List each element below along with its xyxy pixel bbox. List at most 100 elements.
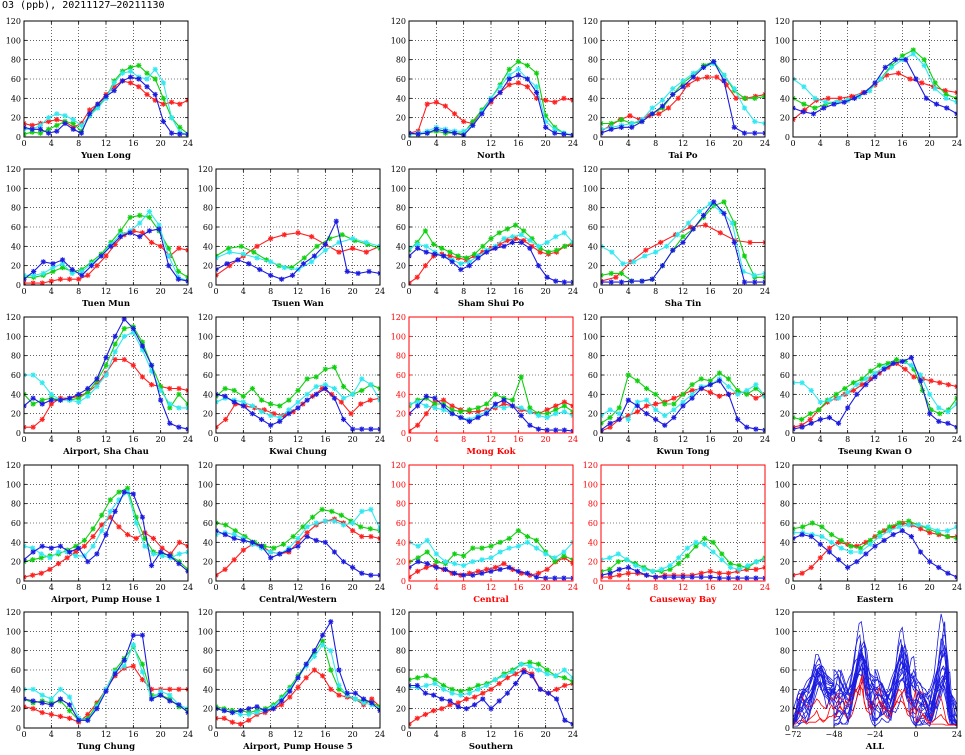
data-point [601,557,604,563]
data-point [634,409,641,415]
data-point [609,249,615,255]
data-point [148,696,155,702]
data-point [545,249,551,255]
data-point [461,562,467,569]
series-4 [24,317,188,432]
data-point [741,105,748,111]
data-point [561,403,567,409]
data-point [501,236,507,242]
data-point [340,395,347,401]
data-point [793,414,796,421]
data-point [85,385,91,392]
series-line [24,665,188,723]
data-point [277,418,283,424]
data-point [224,261,230,267]
series-4 [793,355,957,432]
data-point [643,247,649,253]
data-point [222,393,228,399]
y-tick-label: 20 [396,705,406,714]
y-tick-label: 120 [198,313,213,322]
data-point [461,572,467,578]
data-point [689,387,695,394]
x-tick-label: 8 [461,730,466,739]
data-point [249,539,256,545]
data-point [344,268,350,275]
y-tick-label: 0 [401,133,406,142]
x-tick-label: 4 [434,583,439,592]
y-tick-label: 80 [11,204,21,213]
data-point [350,236,356,242]
x-tick-label: 20 [348,730,358,739]
data-point [812,105,818,111]
data-point [409,130,412,136]
data-point [518,374,524,380]
data-point [518,413,524,419]
data-point [359,376,365,382]
data-point [359,533,365,540]
y-tick-label: 40 [396,685,406,694]
data-point [921,62,927,69]
data-point [872,80,878,86]
data-point [671,574,677,580]
data-point [762,270,765,276]
data-point [90,526,96,532]
data-point [944,533,950,540]
y-tick-label: 20 [588,410,598,419]
data-point [936,564,942,571]
data-point [801,101,807,107]
data-point [544,274,550,280]
data-point [54,128,60,134]
data-point [954,89,957,96]
data-point [216,399,219,405]
y-tick-label: 60 [780,519,790,528]
data-point [232,528,238,534]
data-point [54,111,60,117]
data-point [350,528,356,534]
data-point [185,278,188,284]
panel-title: Southern [469,742,513,752]
data-point [185,387,188,394]
y-tick-label: 0 [16,133,21,142]
data-point [322,539,328,545]
data-point [440,253,447,259]
data-point [415,245,421,251]
series-3 [601,201,765,278]
data-point [169,115,175,121]
data-point [506,76,512,82]
data-point [231,557,237,563]
data-point [54,122,60,128]
data-point [608,279,614,285]
y-tick-label: 40 [780,538,790,547]
data-point [339,232,345,238]
data-point [258,397,265,403]
data-point [506,564,512,571]
y-tick-label: 0 [208,724,213,733]
x-tick-label: 20 [156,435,166,444]
panel-title: Kwun Tong [656,447,709,457]
data-point [620,261,626,267]
data-point [618,117,625,123]
data-point [422,711,428,718]
x-tick-label: 8 [845,583,850,592]
data-point [166,253,172,259]
x-tick-label: 0 [406,583,411,592]
data-point [331,385,338,392]
series-3 [24,489,188,561]
data-point [735,416,741,423]
data-point [932,86,938,92]
data-point [46,130,52,136]
data-point [752,279,758,285]
data-point [167,698,173,704]
data-point [570,239,573,246]
panel-tung-chung: 0 4 8 12 16 20 24 0 20 40 60 80 100 120 Tung Chung [6,608,193,752]
x-tick-label: 12 [486,583,496,592]
data-point [496,230,502,236]
x-tick-label: 12 [293,287,303,296]
panel-tseung-kwan-o: 0 4 8 12 16 20 24 0 20 40 60 80 100 120 Tseung Kwan O [775,313,962,457]
data-point [119,70,125,76]
data-point [268,422,274,428]
series-3 [601,539,765,574]
y-tick-label: 80 [203,204,213,213]
data-point [415,399,421,405]
data-point [700,64,707,70]
